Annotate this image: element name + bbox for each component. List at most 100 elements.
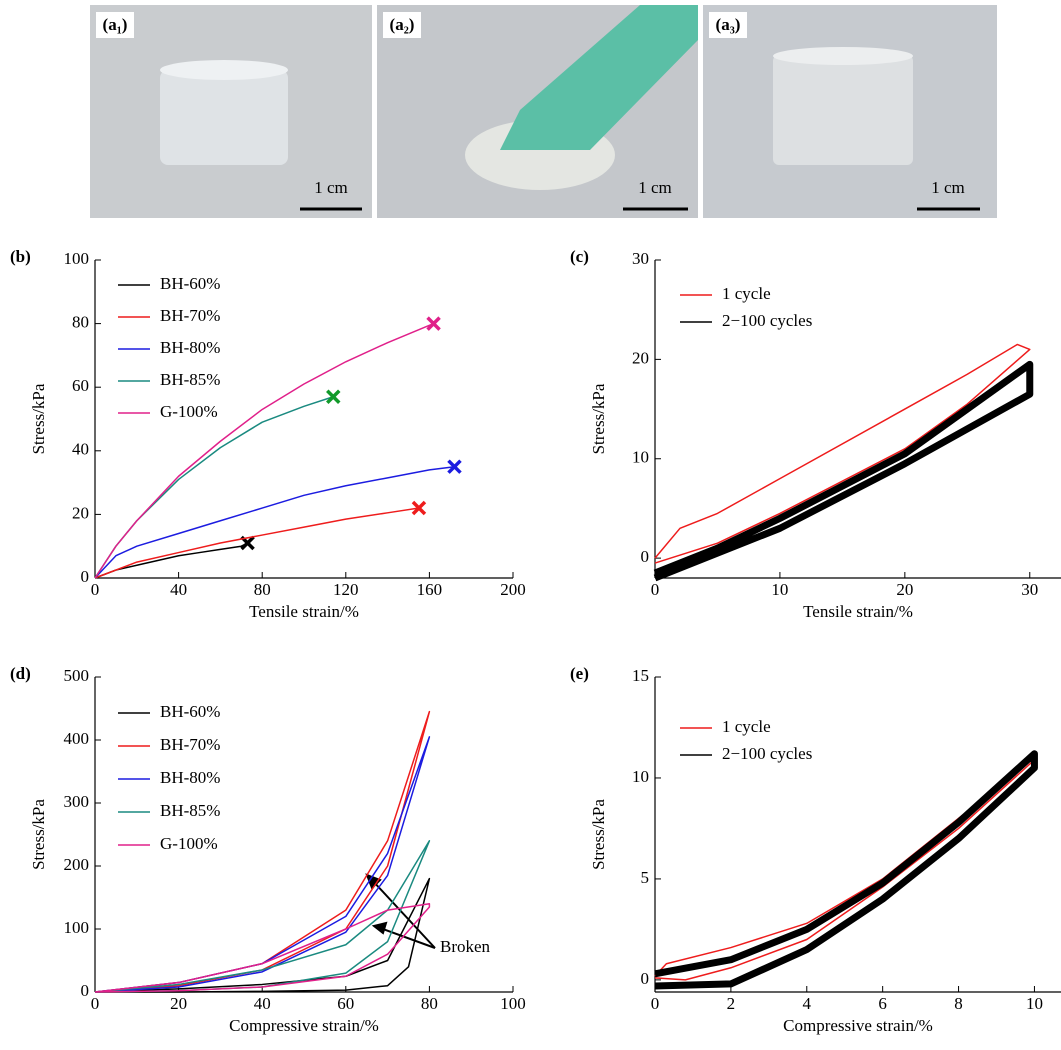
marker-stroke — [411, 500, 427, 516]
marker-stroke — [447, 459, 462, 474]
data-line — [653, 360, 1034, 582]
x-tick-label: 10 — [771, 580, 788, 599]
photo: (a₁) 1 cm — [90, 5, 372, 218]
x-tick-label: 0 — [91, 580, 100, 599]
scale-bar-label: 1 cm — [638, 178, 672, 197]
y-tick-label: 40 — [72, 440, 89, 459]
photo-label: (a₂) — [390, 15, 415, 34]
legend-label: BH-60% — [160, 702, 220, 721]
data-line — [94, 840, 431, 993]
x-tick-label: 0 — [91, 994, 100, 1013]
photo: (a₃) 1 cm — [703, 5, 997, 218]
y-tick-label: 80 — [72, 313, 89, 332]
y-tick-label: 10 — [632, 767, 649, 786]
end-marker — [411, 500, 427, 516]
x-axis-label: Tensile strain/% — [249, 602, 359, 621]
x-tick-label: 80 — [421, 994, 438, 1013]
photo-label: (a₁) — [103, 15, 128, 34]
y-axis-label: Stress/kPa — [29, 799, 48, 870]
end-marker — [447, 459, 462, 474]
legend-label: BH-70% — [160, 735, 220, 754]
marker-stroke — [426, 316, 441, 331]
data-line — [94, 710, 431, 993]
x-tick-label: 0 — [651, 580, 660, 599]
data-line — [94, 877, 431, 993]
data-line — [654, 757, 1036, 981]
y-tick-label: 100 — [64, 249, 90, 268]
data-line — [94, 322, 434, 579]
y-tick-label: 400 — [64, 729, 90, 748]
x-tick-label: 100 — [500, 994, 526, 1013]
x-tick-label: 40 — [254, 994, 271, 1013]
x-tick-label: 80 — [254, 580, 271, 599]
x-tick-label: 8 — [954, 994, 963, 1013]
x-tick-label: 120 — [333, 580, 359, 599]
data-line — [94, 542, 248, 579]
y-tick-label: 20 — [632, 348, 649, 367]
y-tick-label: 300 — [64, 792, 90, 811]
panel-label: (d) — [10, 664, 31, 683]
x-tick-label: 60 — [337, 994, 354, 1013]
x-tick-label: 30 — [1021, 580, 1038, 599]
legend-label: G-100% — [160, 402, 218, 421]
y-tick-label: 0 — [81, 981, 90, 1000]
marker-stroke — [240, 535, 255, 551]
data-line — [94, 465, 455, 579]
y-axis-label: Stress/kPa — [589, 799, 608, 870]
photo: (a₂) 1 cm — [377, 5, 698, 218]
annotation: Broken — [440, 937, 491, 956]
end-marker — [426, 316, 441, 331]
x-axis-label: Compressive strain/% — [783, 1016, 933, 1035]
data-line — [654, 750, 1038, 990]
data-line — [94, 507, 420, 579]
y-tick-label: 0 — [641, 547, 650, 566]
y-tick-label: 5 — [641, 868, 650, 887]
legend-label: 1 cycle — [722, 717, 771, 736]
y-axis-label: Stress/kPa — [589, 383, 608, 454]
y-tick-label: 500 — [64, 666, 90, 685]
y-axis-label: Stress/kPa — [29, 383, 48, 454]
data-line — [94, 903, 431, 993]
y-tick-label: 0 — [641, 969, 650, 988]
legend-label: G-100% — [160, 834, 218, 853]
photo-label: (a₃) — [716, 15, 741, 34]
y-tick-label: 0 — [81, 567, 90, 586]
x-tick-label: 20 — [896, 580, 913, 599]
x-tick-label: 0 — [651, 994, 660, 1013]
x-tick-label: 6 — [878, 994, 887, 1013]
legend-label: 1 cycle — [722, 284, 771, 303]
panel-label: (e) — [570, 664, 589, 683]
y-tick-label: 10 — [632, 448, 649, 467]
x-tick-label: 40 — [170, 580, 187, 599]
y-tick-label: 60 — [72, 376, 89, 395]
legend-label: BH-60% — [160, 274, 220, 293]
x-tick-label: 4 — [803, 994, 812, 1013]
marker-stroke — [326, 389, 341, 404]
data-line — [654, 343, 1031, 564]
legend-label: BH-85% — [160, 801, 220, 820]
data-line — [94, 736, 431, 993]
y-tick-label: 100 — [64, 918, 90, 937]
panel-label: (c) — [570, 247, 589, 266]
legend-label: BH-80% — [160, 338, 220, 357]
x-tick-label: 200 — [500, 580, 526, 599]
y-tick-label: 20 — [72, 503, 89, 522]
x-tick-label: 10 — [1026, 994, 1043, 1013]
y-tick-label: 15 — [632, 666, 649, 685]
legend-label: 2−100 cycles — [722, 311, 812, 330]
scale-bar-label: 1 cm — [931, 178, 965, 197]
legend-label: BH-70% — [160, 306, 220, 325]
legend-label: BH-80% — [160, 768, 220, 787]
x-axis-label: Tensile strain/% — [803, 602, 913, 621]
legend-label: 2−100 cycles — [722, 744, 812, 763]
x-tick-label: 2 — [727, 994, 736, 1013]
legend-label: BH-85% — [160, 370, 220, 389]
panel-label: (b) — [10, 247, 31, 266]
x-axis-label: Compressive strain/% — [229, 1016, 379, 1035]
end-marker — [326, 389, 341, 404]
x-tick-label: 160 — [417, 580, 443, 599]
y-tick-label: 200 — [64, 855, 90, 874]
x-tick-label: 20 — [170, 994, 187, 1013]
